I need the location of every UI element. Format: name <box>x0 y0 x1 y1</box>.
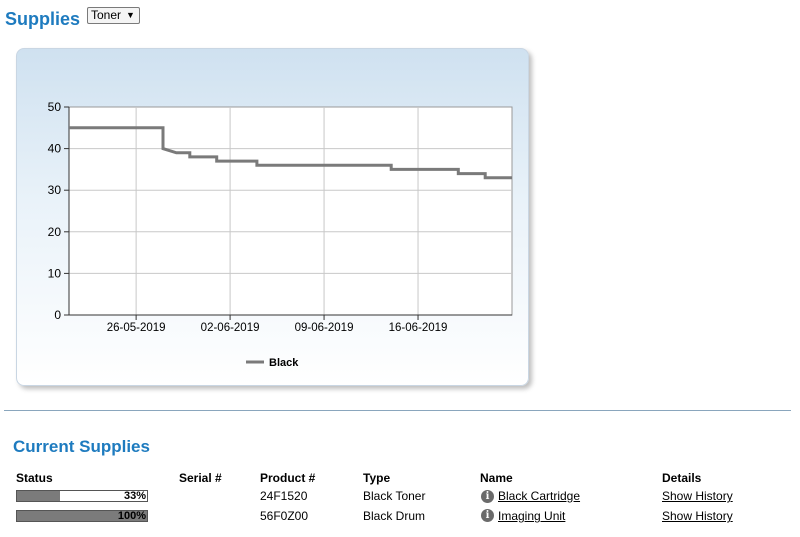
supply-type-select[interactable]: Toner ▼ <box>87 7 140 24</box>
legend-label: Black <box>269 357 299 369</box>
show-history-link[interactable]: Show History <box>662 509 733 523</box>
supply-level-percent: 33% <box>123 490 146 502</box>
serial-header: Serial # <box>179 471 222 485</box>
supply-type-value: Toner <box>91 8 122 22</box>
type-value: Black Toner <box>363 489 426 503</box>
supply-level-fill <box>17 491 60 501</box>
supply-history-chart-panel: 0 10 20 30 40 50 26-05-2019 02-06-2019 09-06-201… <box>16 48 529 386</box>
y-tick-label: 0 <box>54 308 61 322</box>
y-tick-label: 30 <box>48 183 62 197</box>
x-tick-label: 26-05-2019 <box>107 322 166 334</box>
supply-level-percent: 100% <box>117 510 146 522</box>
y-tick-label: 50 <box>48 100 62 114</box>
show-history-link[interactable]: Show History <box>662 489 733 503</box>
supply-level-bar: 100% <box>16 510 148 522</box>
product-value: 24F1520 <box>260 489 308 503</box>
info-icon[interactable]: i <box>481 509 494 522</box>
x-tick-label: 02-06-2019 <box>201 322 260 334</box>
x-tick-label: 09-06-2019 <box>295 322 354 334</box>
type-value: Black Drum <box>363 509 426 523</box>
product-value: 56F0Z00 <box>260 509 309 523</box>
supply-name-link[interactable]: Black Cartridge <box>498 489 581 503</box>
y-tick-label: 10 <box>48 266 62 280</box>
supply-level-bar: 33% <box>16 490 148 502</box>
page-title: Supplies <box>5 9 81 29</box>
series-line-black <box>69 126 512 180</box>
info-icon[interactable]: i <box>481 490 494 503</box>
name-header: Name <box>480 471 513 485</box>
x-tick-label: 16-06-2019 <box>389 322 448 334</box>
supply-name-link[interactable]: Imaging Unit <box>498 509 566 523</box>
y-tick-label: 20 <box>48 225 62 239</box>
current-supplies-title: Current Supplies <box>13 437 150 456</box>
section-divider <box>4 410 791 411</box>
type-header: Type <box>363 471 391 485</box>
chevron-down-icon: ▼ <box>126 10 135 20</box>
product-header: Product # <box>260 471 316 485</box>
supply-level-fill <box>17 511 147 521</box>
y-tick-label: 40 <box>48 142 62 156</box>
plot-area <box>68 106 513 316</box>
details-header: Details <box>662 471 702 485</box>
supply-history-chart: 0 10 20 30 40 50 26-05-2019 02-06-2019 09-06-201… <box>48 100 513 369</box>
status-header: Status <box>16 471 53 485</box>
